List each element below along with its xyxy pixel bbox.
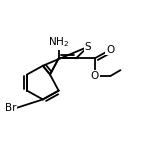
Text: Br: Br xyxy=(5,103,16,113)
Text: O: O xyxy=(90,71,99,81)
Text: O: O xyxy=(106,45,114,55)
Text: NH$_2$: NH$_2$ xyxy=(48,35,69,49)
Text: S: S xyxy=(85,42,92,52)
